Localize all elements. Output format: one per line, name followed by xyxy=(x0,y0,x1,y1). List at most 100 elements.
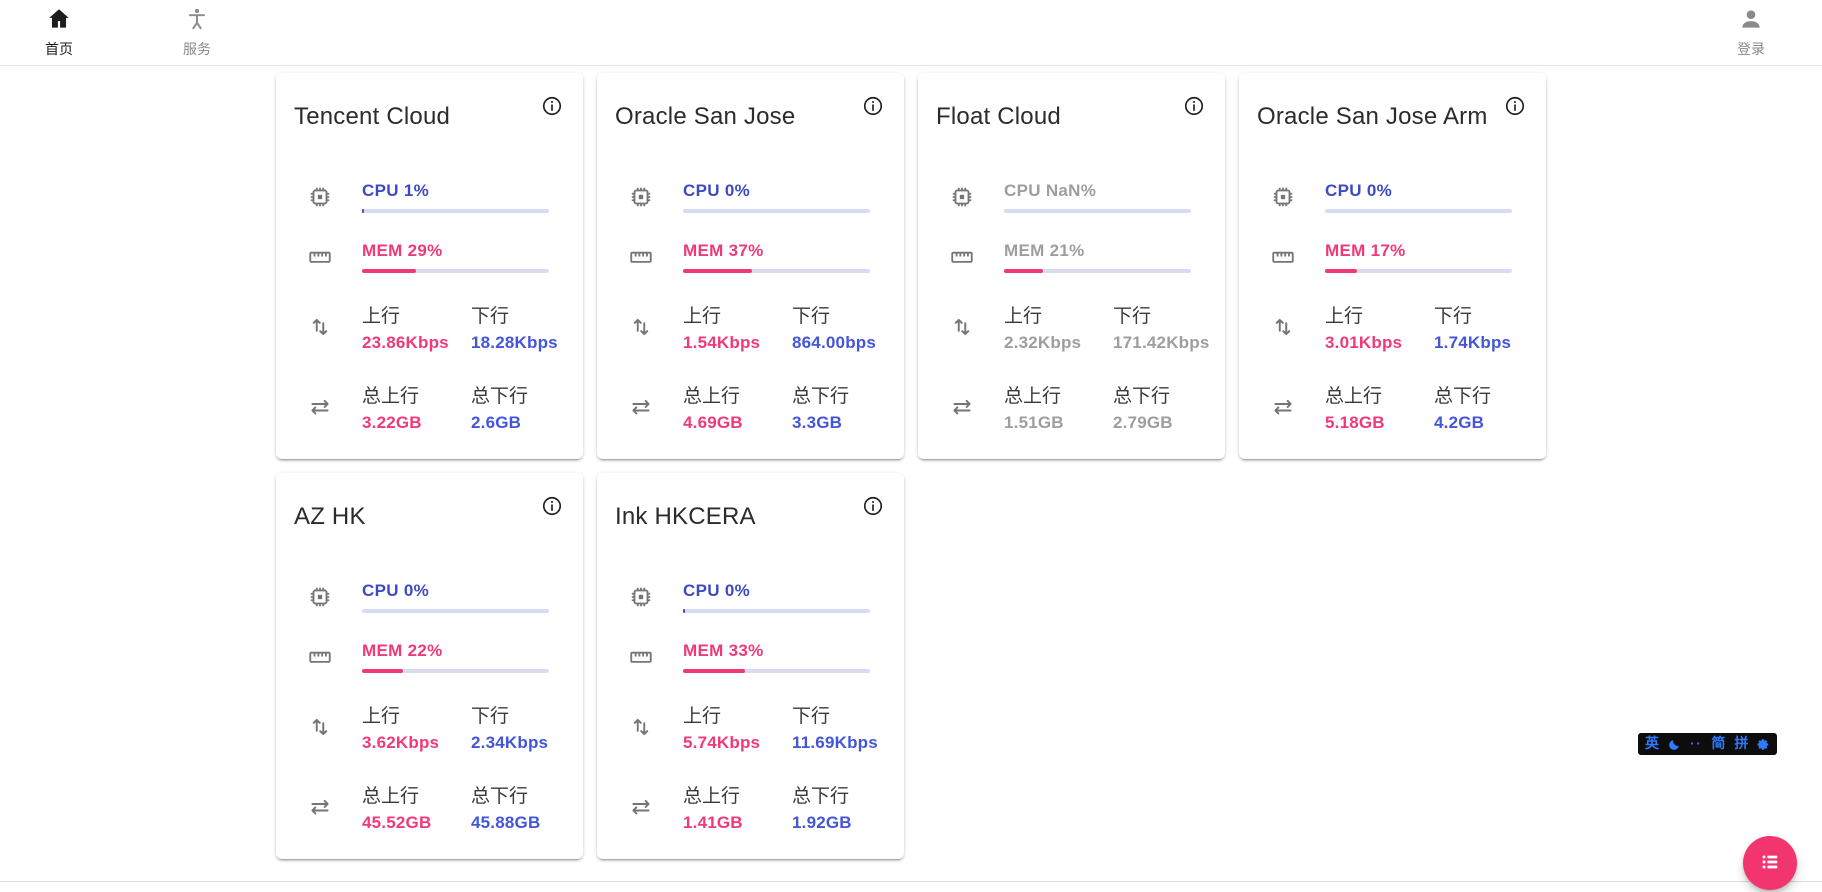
nav-right-group: 登录 xyxy=(1716,6,1822,59)
total-download-value: 2.79GB xyxy=(1113,413,1173,432)
mem-progressbar xyxy=(1325,269,1512,273)
net-speed-row: 上行 5.74Kbps 下行 11.69Kbps xyxy=(615,701,886,753)
upload-label: 上行 xyxy=(683,706,722,727)
up-down-arrows-icon xyxy=(615,301,667,353)
net-speed-row: 上行 2.32Kbps 下行 171.42Kbps xyxy=(936,301,1209,353)
card-header: Oracle San Jose xyxy=(615,93,886,131)
moon-icon[interactable] xyxy=(1668,738,1681,751)
server-list-fab[interactable] xyxy=(1743,836,1797,890)
net-total-row: 总上行 3.22GB 总下行 2.6GB xyxy=(294,381,565,433)
cpu-row: CPU NaN% xyxy=(936,181,1207,213)
cpu-progress-fill xyxy=(683,609,685,613)
mem-row: MEM 17% xyxy=(1257,241,1528,273)
upload-value: 23.86Kbps xyxy=(362,333,449,352)
cpu-progressbar xyxy=(1325,209,1512,213)
info-icon[interactable] xyxy=(539,493,565,519)
mem-progress-fill xyxy=(683,669,745,673)
net-total-row: 总上行 45.52GB 总下行 45.88GB xyxy=(294,781,565,833)
total-upload-value: 3.22GB xyxy=(362,413,422,432)
cpu-usage-label: CPU 0% xyxy=(1325,181,1392,200)
ime-lang-indicator[interactable]: 英 xyxy=(1645,736,1659,752)
cpu-usage-label: CPU 0% xyxy=(683,181,750,200)
cpu-row: CPU 0% xyxy=(615,581,886,613)
download-value: 864.00bps xyxy=(792,333,877,352)
download-label: 下行 xyxy=(471,306,510,327)
card-header: AZ HK xyxy=(294,493,565,531)
left-right-arrows-icon xyxy=(294,781,346,833)
cpu-progressbar xyxy=(362,609,549,613)
info-icon[interactable] xyxy=(860,93,886,119)
cpu-row: CPU 0% xyxy=(1257,181,1528,213)
upload-value: 3.62Kbps xyxy=(362,733,440,752)
total-download-value: 2.6GB xyxy=(471,413,522,432)
home-icon xyxy=(46,6,72,37)
net-total-row: 总上行 1.51GB 总下行 2.79GB xyxy=(936,381,1207,433)
card-header: Float Cloud xyxy=(936,93,1207,131)
info-icon[interactable] xyxy=(1502,93,1528,119)
download-label: 下行 xyxy=(792,306,831,327)
total-upload-label: 总上行 xyxy=(1325,386,1383,407)
total-upload-value: 1.41GB xyxy=(683,813,743,832)
info-icon[interactable] xyxy=(539,93,565,119)
server-name: Oracle San Jose Arm xyxy=(1257,103,1488,130)
nav-item-services[interactable]: 服务 xyxy=(162,6,232,59)
nav-item-home[interactable]: 首页 xyxy=(24,6,94,59)
download-value: 1.74Kbps xyxy=(1434,333,1512,352)
server-card: Ink HKCERA CPU 0% xyxy=(597,473,904,859)
mem-row: MEM 22% xyxy=(294,641,565,673)
left-right-arrows-icon xyxy=(936,381,988,433)
mem-usage-label: MEM 17% xyxy=(1325,241,1406,260)
info-icon[interactable] xyxy=(860,493,886,519)
ime-simplified-indicator[interactable]: 简 xyxy=(1711,736,1726,752)
upload-label: 上行 xyxy=(1004,306,1043,327)
mem-progress-fill xyxy=(1325,269,1357,273)
cpu-usage-label: CPU 0% xyxy=(362,581,429,600)
gear-icon[interactable] xyxy=(1757,738,1770,751)
mem-progress-fill xyxy=(1004,269,1044,273)
memory-ruler-icon xyxy=(936,241,988,273)
total-upload-value: 5.18GB xyxy=(1325,413,1385,432)
memory-ruler-icon xyxy=(615,241,667,273)
card-header: Ink HKCERA xyxy=(615,493,886,531)
cpu-chip-icon xyxy=(294,181,346,213)
server-card: AZ HK CPU 0% xyxy=(276,473,583,859)
total-download-value: 3.3GB xyxy=(792,413,843,432)
mem-usage-label: MEM 37% xyxy=(683,241,764,260)
net-total-row: 总上行 1.41GB 总下行 1.92GB xyxy=(615,781,886,833)
cpu-row: CPU 1% xyxy=(294,181,565,213)
memory-ruler-icon xyxy=(294,641,346,673)
up-down-arrows-icon xyxy=(294,701,346,753)
mem-progress-fill xyxy=(362,269,417,273)
up-down-arrows-icon xyxy=(615,701,667,753)
nav-item-login[interactable]: 登录 xyxy=(1716,6,1786,59)
person-standing-icon xyxy=(184,6,210,37)
cpu-chip-icon xyxy=(615,181,667,213)
download-value: 11.69Kbps xyxy=(792,733,878,752)
left-right-arrows-icon xyxy=(615,781,667,833)
ime-punctuation-indicator[interactable]: ·· xyxy=(1690,737,1703,750)
person-icon xyxy=(1738,6,1764,37)
total-upload-label: 总上行 xyxy=(362,786,420,807)
cpu-chip-icon xyxy=(1257,181,1309,213)
cpu-progressbar xyxy=(362,209,549,213)
card-header: Oracle San Jose Arm xyxy=(1257,93,1528,131)
net-speed-row: 上行 3.01Kbps 下行 1.74Kbps xyxy=(1257,301,1528,353)
left-right-arrows-icon xyxy=(1257,381,1309,433)
upload-label: 上行 xyxy=(362,306,401,327)
nav-left-group: 首页 服务 xyxy=(0,6,232,59)
total-download-value: 4.2GB xyxy=(1434,413,1485,432)
net-total-row: 总上行 5.18GB 总下行 4.2GB xyxy=(1257,381,1528,433)
cpu-usage-label: CPU 1% xyxy=(362,181,429,200)
info-icon[interactable] xyxy=(1181,93,1207,119)
net-speed-row: 上行 1.54Kbps 下行 864.00bps xyxy=(615,301,886,353)
mem-progressbar xyxy=(683,669,870,673)
ime-toolbar[interactable]: 英 ·· 简 拼 xyxy=(1638,733,1778,755)
download-label: 下行 xyxy=(792,706,831,727)
upload-value: 3.01Kbps xyxy=(1325,333,1403,352)
download-label: 下行 xyxy=(471,706,510,727)
ime-pinyin-indicator[interactable]: 拼 xyxy=(1734,736,1749,752)
memory-ruler-icon xyxy=(1257,241,1309,273)
cpu-row: CPU 0% xyxy=(294,581,565,613)
cpu-progress-fill xyxy=(362,209,364,213)
nav-item-label: 服务 xyxy=(183,41,211,57)
